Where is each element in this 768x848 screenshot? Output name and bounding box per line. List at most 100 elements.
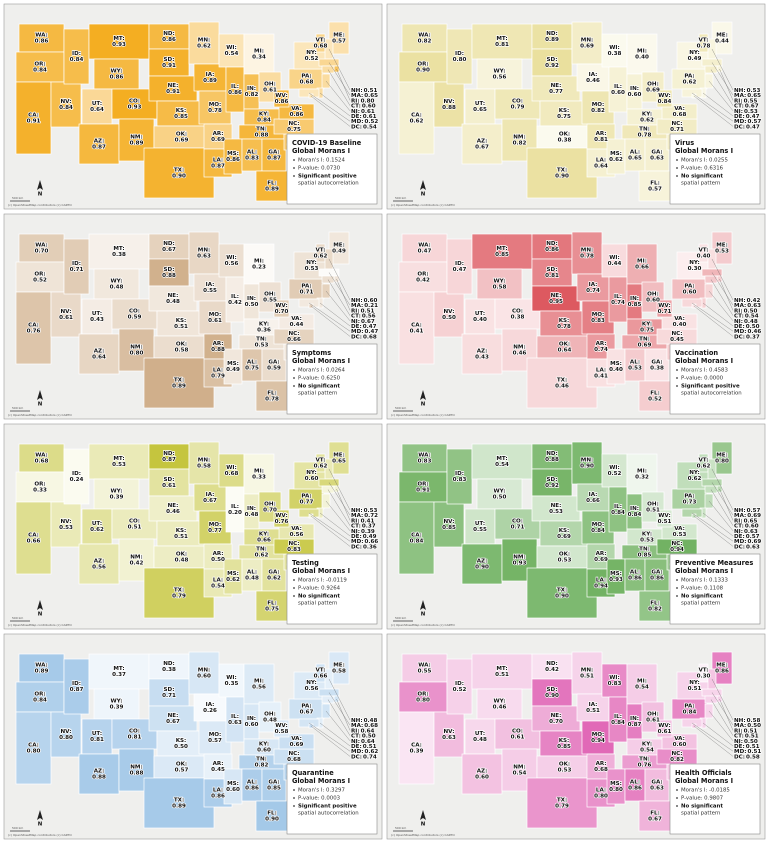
state-value: 0.88 <box>545 457 559 463</box>
state-value: 0.48 <box>110 285 124 291</box>
state-name: KY: <box>259 321 269 327</box>
state-value: 0.89 <box>545 37 559 43</box>
state-shape <box>464 298 496 335</box>
state-name: KS: <box>176 528 187 534</box>
state-name: WV: <box>275 93 288 99</box>
state-name: MN: <box>198 667 211 673</box>
state-value: 0.57 <box>747 119 761 125</box>
state-name: NM: <box>130 764 143 770</box>
state-name: TX: <box>557 797 567 803</box>
state-value: 0.57 <box>208 738 222 744</box>
state-name: IL: <box>231 714 239 720</box>
state-value: 0.47 <box>363 324 377 330</box>
state-name: NH: <box>734 88 746 94</box>
leader-line <box>319 92 351 117</box>
state-value: 0.78 <box>697 44 711 50</box>
state-shape <box>626 453 658 495</box>
state-name: ID: <box>455 471 464 477</box>
state-name: NE: <box>551 503 562 509</box>
state-name: MA: <box>351 93 363 99</box>
leader-line <box>336 698 351 731</box>
state-name: AZ: <box>94 558 105 564</box>
state-value: 0.83 <box>287 547 301 553</box>
leader-line <box>693 95 734 127</box>
state-value: 0.54 <box>211 584 225 590</box>
state-value: 0.48 <box>245 576 259 582</box>
state-shape <box>278 733 315 750</box>
north-arrow <box>420 600 426 610</box>
state-name: MD: <box>734 119 746 125</box>
state-value: 0.65 <box>364 93 378 99</box>
state-name: DE: <box>734 534 745 540</box>
state-value: 0.42 <box>130 561 144 567</box>
state-label: MA:0.65 <box>351 93 378 99</box>
state-label: MA:0.21 <box>351 303 378 309</box>
state-name: VT: <box>698 37 708 43</box>
state-name: CO: <box>512 98 523 104</box>
state-value: 0.58 <box>197 464 211 470</box>
state-name: CO: <box>129 98 140 104</box>
state-shape <box>273 89 290 108</box>
state-shape <box>571 231 603 275</box>
legend-title: Global Morans I <box>675 567 733 575</box>
state-value: 0.84 <box>70 57 84 63</box>
state-name: TN: <box>256 336 267 342</box>
state-name: ID: <box>72 261 81 267</box>
state-name: MI: <box>637 48 647 54</box>
state-value: 0.84 <box>611 720 625 726</box>
state-name: DE: <box>351 114 362 120</box>
state-value: 0.82 <box>245 92 259 98</box>
state-name: MS: <box>610 361 622 367</box>
state-value: 0.60 <box>475 775 489 781</box>
state-shape <box>63 448 90 505</box>
state-label: NH:0.42 <box>734 298 761 304</box>
state-value: 0.51 <box>364 88 378 94</box>
state-value: 0.52 <box>305 56 319 62</box>
state-value: 0.45 <box>211 767 225 773</box>
state-shape <box>661 103 698 120</box>
state-value: 0.62 <box>410 119 424 125</box>
state-name: AL: <box>247 779 257 785</box>
legend-item: spatial autocorrelation <box>681 391 742 397</box>
state-value: 0.62 <box>609 157 623 163</box>
state-shape <box>218 243 245 278</box>
state-name: NY: <box>306 470 316 476</box>
state-name: ME: <box>716 662 728 668</box>
state-label: CT:0.37 <box>351 523 376 529</box>
state-value: 0.79 <box>172 594 186 600</box>
state-name: ME: <box>716 242 728 248</box>
state-value: 0.36 <box>257 328 271 334</box>
state-value: 0.51 <box>361 308 375 314</box>
state-value: 0.30 <box>697 674 711 680</box>
state-shape <box>656 509 673 528</box>
state-shape <box>255 170 289 202</box>
state-value: 0.81 <box>495 42 509 48</box>
state-value: 0.48 <box>245 512 259 518</box>
state-name: RI: <box>351 728 360 734</box>
state-value: 0.84 <box>33 68 47 74</box>
state-shape <box>398 681 448 713</box>
state-shape <box>661 313 698 330</box>
state-value: 0.73 <box>683 500 697 506</box>
legend-item: P-value: 0.0003 <box>298 796 340 802</box>
state-value: 0.77 <box>300 500 314 506</box>
state-name: PA: <box>684 283 694 289</box>
state-shape <box>81 298 113 335</box>
state-name: LA: <box>213 577 223 583</box>
state-value: 0.53 <box>558 768 572 774</box>
state-value: 0.86 <box>650 576 664 582</box>
legend-title: Global Morans I <box>675 147 733 155</box>
state-name: NV: <box>61 729 72 735</box>
state-label: RI:0.55 <box>734 98 758 104</box>
state-name: WA: <box>418 242 431 248</box>
state-value: 0.61 <box>646 718 660 724</box>
state-value: 0.60 <box>362 103 376 109</box>
state-name: MN: <box>198 247 211 253</box>
state-label: CT:0.67 <box>734 103 759 109</box>
state-label: MA:0.50 <box>734 723 761 729</box>
state-name: TN: <box>256 126 267 132</box>
state-name: RI: <box>351 98 360 104</box>
state-name: OH: <box>647 81 659 87</box>
state-name: CA: <box>28 112 39 118</box>
state-name: MT: <box>113 666 124 672</box>
